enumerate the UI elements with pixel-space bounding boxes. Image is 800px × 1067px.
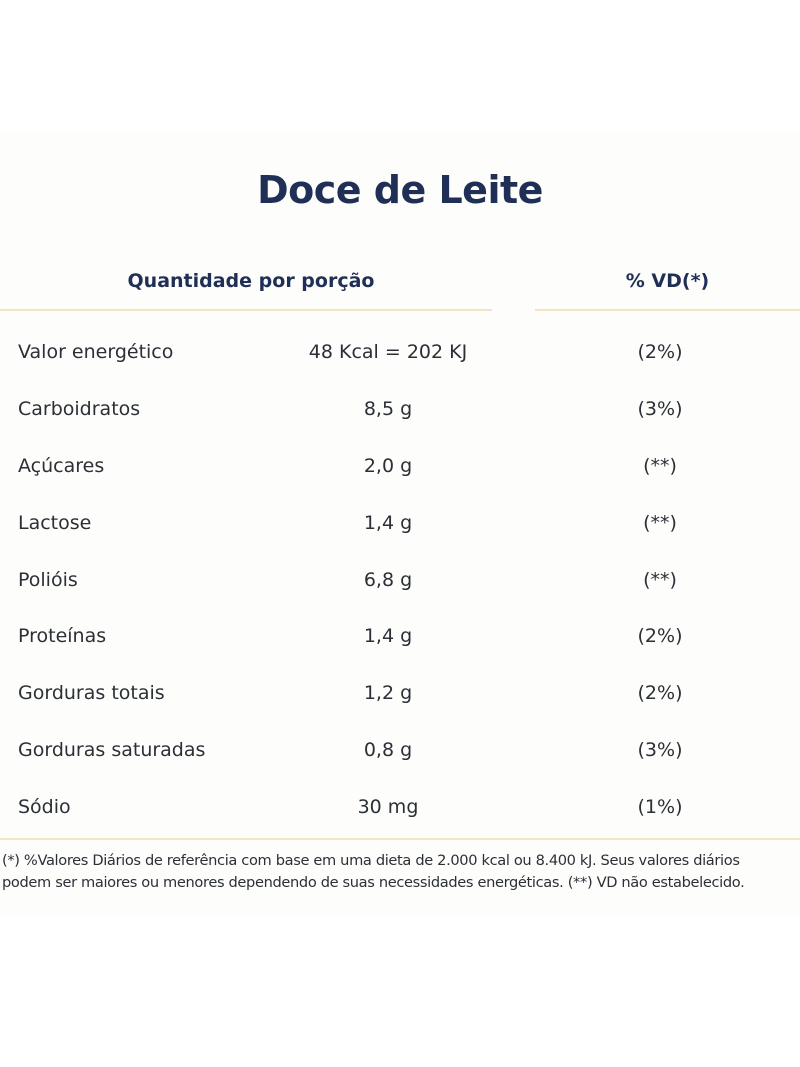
table-row: Açúcares 2,0 g (**) [0,447,800,487]
nutrient-vd: (3%) [637,398,683,420]
nutrient-amount: 1,2 g [363,682,413,704]
table-row: Gorduras totais 1,2 g (2%) [0,674,800,714]
table-row: Gorduras saturadas 0,8 g (3%) [0,731,800,771]
footnote-line-1: (*) %Valores Diários de referência com b… [2,852,740,869]
table-bottom-divider [0,838,800,840]
nutrient-amount: 48 Kcal = 202 KJ [308,341,468,363]
nutrient-name: Gorduras totais [18,682,165,704]
nutrient-vd: (1%) [637,796,683,818]
nutrient-vd: (**) [643,455,677,477]
nutrient-vd: (**) [643,512,677,534]
nutrient-amount: 1,4 g [363,512,413,534]
table-row: Carboidratos 8,5 g (3%) [0,390,800,430]
nutrient-amount: 30 mg [357,796,419,818]
nutrient-name: Valor energético [18,341,174,363]
nutrient-name: Carboidratos [18,398,141,420]
table-row: Valor energético 48 Kcal = 202 KJ (2%) [0,333,800,373]
quantity-header: Quantidade por porção [127,270,375,292]
nutrition-panel [0,133,800,916]
header-divider-right [535,309,800,311]
nutrient-name: Polióis [18,569,78,591]
nutrient-name: Lactose [18,512,92,534]
nutrient-amount: 6,8 g [363,569,413,591]
nutrient-vd: (2%) [637,341,683,363]
table-row: Polióis 6,8 g (**) [0,561,800,601]
nutrient-name: Gorduras saturadas [18,739,206,761]
nutrient-vd: (2%) [637,682,683,704]
footnote: (*) %Valores Diários de referência com b… [2,850,800,894]
nutrient-amount: 8,5 g [363,398,413,420]
nutrient-name: Proteínas [18,625,107,647]
table-row: Proteínas 1,4 g (2%) [0,617,800,657]
nutrient-amount: 1,4 g [363,625,413,647]
nutrient-amount: 2,0 g [363,455,413,477]
table-row: Sódio 30 mg (1%) [0,788,800,828]
page-title: Doce de Leite [257,168,543,212]
table-row: Lactose 1,4 g (**) [0,504,800,544]
nutrient-vd: (2%) [637,625,683,647]
nutrient-vd: (**) [643,569,677,591]
nutrient-vd: (3%) [637,739,683,761]
footnote-line-2: podem ser maiores ou menores dependendo … [2,874,745,891]
nutrient-name: Açúcares [18,455,105,477]
nutrient-name: Sódio [18,796,71,818]
vd-header: % VD(*) [625,270,710,292]
nutrient-amount: 0,8 g [363,739,413,761]
header-divider-left [0,309,492,311]
